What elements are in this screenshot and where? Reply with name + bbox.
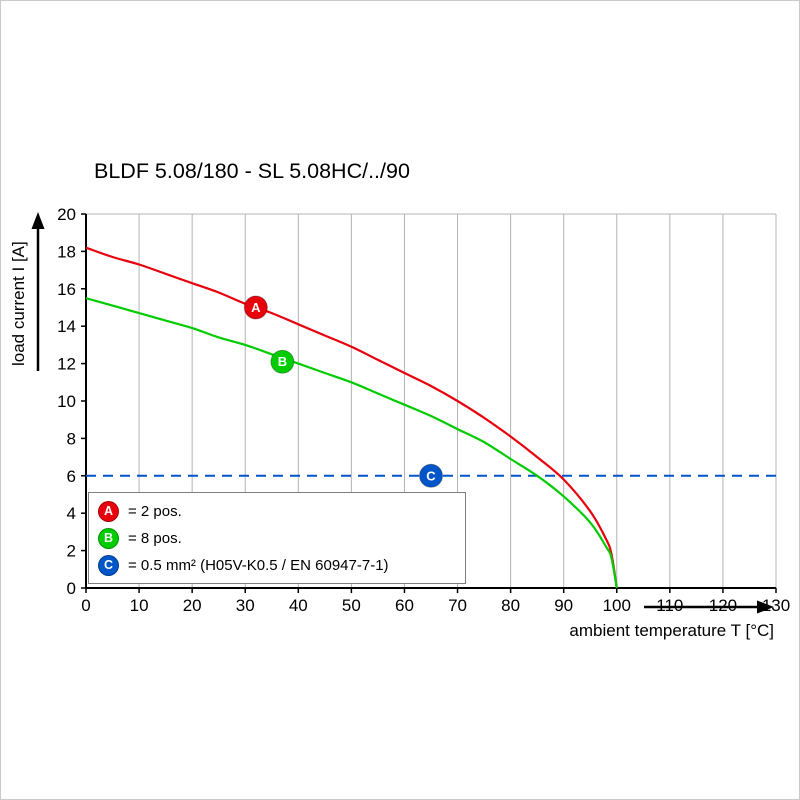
y-tick-label: 0 <box>67 579 76 598</box>
y-tick-label: 2 <box>67 542 76 561</box>
y-tick-label: 8 <box>67 429 76 448</box>
legend: A = 2 pos. B = 8 pos. C = 0.5 mm² (H05V-… <box>88 492 466 584</box>
x-tick-label: 90 <box>554 596 573 615</box>
x-tick-label: 40 <box>289 596 308 615</box>
chart-title: BLDF 5.08/180 - SL 5.08HC/../90 <box>94 159 410 183</box>
marker-letter-b: B <box>278 354 287 369</box>
y-axis-label: load current I [A] <box>9 241 28 366</box>
legend-item-a: A = 2 pos. <box>98 499 456 523</box>
marker-b-icon <box>270 349 295 374</box>
x-tick-label: 60 <box>395 596 414 615</box>
y-tick-label: 18 <box>57 242 76 261</box>
y-tick-label: 4 <box>67 504 76 523</box>
legend-label-a: = 2 pos. <box>128 502 182 520</box>
marker-letter-a: A <box>251 300 261 315</box>
x-tick-label: 100 <box>603 596 631 615</box>
y-tick-label: 10 <box>57 392 76 411</box>
x-tick-label: 80 <box>501 596 520 615</box>
x-tick-label: 50 <box>342 596 361 615</box>
x-tick-label: 30 <box>236 596 255 615</box>
y-tick-label: 12 <box>57 355 76 374</box>
legend-item-b: B = 8 pos. <box>98 526 456 550</box>
legend-label-c: = 0.5 mm² (H05V-K0.5 / EN 60947-7-1) <box>128 556 389 574</box>
marker-letter-c: C <box>426 468 436 483</box>
y-tick-label: 6 <box>67 467 76 486</box>
legend-marker-c-icon: C <box>98 554 119 576</box>
legend-marker-a-icon: A <box>98 500 119 522</box>
legend-label-b: = 8 pos. <box>128 529 182 547</box>
marker-a-icon <box>243 295 268 320</box>
y-tick-label: 20 <box>57 205 76 224</box>
series-curve-a <box>85 246 618 589</box>
legend-marker-b-icon: B <box>98 527 119 549</box>
x-tick-label: 130 <box>762 596 790 615</box>
x-tick-label: 10 <box>130 596 149 615</box>
x-tick-label: 120 <box>709 596 737 615</box>
x-tick-label: 20 <box>183 596 202 615</box>
legend-item-c: C = 0.5 mm² (H05V-K0.5 / EN 60947-7-1) <box>98 553 456 577</box>
x-axis-label: ambient temperature T [°C] <box>569 621 774 640</box>
y-axis-arrowhead-icon <box>31 212 45 229</box>
y-tick-label: 14 <box>57 317 76 336</box>
x-tick-label: 0 <box>81 596 90 615</box>
series-curve-b <box>85 297 618 589</box>
x-tick-label: 70 <box>448 596 467 615</box>
x-axis-arrowhead-icon <box>757 600 774 614</box>
x-tick-label: 110 <box>656 596 683 615</box>
marker-c-icon <box>419 463 443 488</box>
y-tick-label: 16 <box>57 280 76 299</box>
